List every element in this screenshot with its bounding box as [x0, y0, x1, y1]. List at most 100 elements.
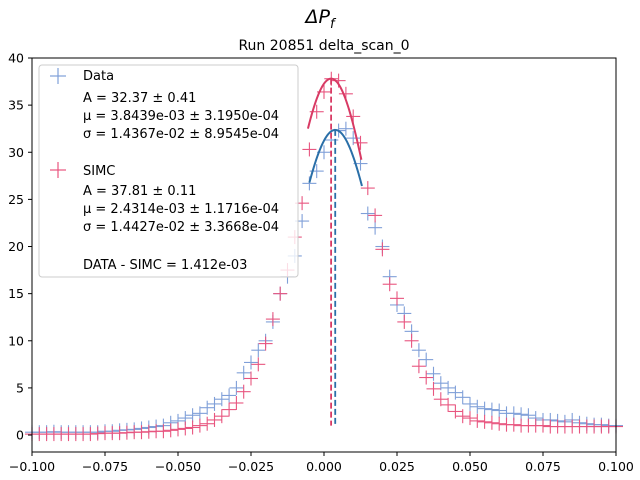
data-point — [455, 390, 470, 405]
data-point — [477, 401, 492, 416]
data-point — [163, 423, 178, 438]
legend: Data A = 32.37 ± 0.41 μ = 3.8439e-03 ± 3… — [38, 64, 299, 278]
x-tick-label: 0.000 — [306, 459, 342, 474]
y-tick-label: 25 — [8, 192, 24, 207]
data-point — [273, 286, 288, 301]
data-point — [251, 357, 266, 372]
legend-data-marker — [50, 68, 66, 84]
plot-area — [25, 71, 623, 442]
data-point — [390, 291, 404, 306]
data-point — [171, 422, 185, 437]
data-point — [455, 409, 470, 424]
x-tick-label: 0.100 — [598, 459, 634, 474]
x-tick-label: −0.100 — [9, 459, 55, 474]
data-point — [492, 416, 507, 431]
y-tick-label: 5 — [16, 380, 24, 395]
x-tick-label: 0.075 — [525, 459, 561, 474]
data-point — [229, 380, 244, 395]
data-point — [360, 181, 375, 196]
data-point — [441, 380, 456, 395]
data-point — [404, 333, 419, 348]
simc-fit-mean: μ = 2.4314e-03 ± 1.1716e-04 — [83, 202, 279, 217]
legend-entry-data: Data — [83, 69, 114, 84]
x-tick-label: 0.050 — [452, 459, 488, 474]
x-axis: −0.100 −0.075 −0.050 −0.025 0.000 0.025 0.050 0… — [9, 452, 634, 474]
data-point — [200, 416, 215, 431]
data-point — [360, 206, 375, 221]
data-point — [229, 395, 244, 410]
data-point — [441, 397, 456, 412]
x-tick-label: 0.025 — [379, 459, 415, 474]
data-point — [506, 417, 521, 432]
data-point — [214, 392, 229, 407]
data-point — [411, 343, 426, 358]
data-point — [156, 424, 171, 439]
data-point — [178, 421, 193, 436]
data-point — [265, 312, 280, 327]
data-point — [368, 208, 383, 223]
data-fit-mean: μ = 3.8439e-03 ± 3.1950e-04 — [83, 109, 279, 124]
x-tick-label: −0.050 — [155, 459, 201, 474]
legend-box — [38, 64, 299, 278]
data-point — [214, 409, 229, 424]
y-tick-label: 35 — [8, 98, 24, 113]
chart-title: Run 20851 delta_scan_0 — [238, 38, 409, 54]
legend-entry-simc: SIMC — [83, 164, 115, 179]
data-point — [470, 413, 485, 428]
data-point — [244, 371, 258, 386]
data-point — [463, 411, 477, 426]
data-point — [244, 355, 258, 370]
data-point — [236, 365, 251, 380]
data-point — [470, 399, 485, 414]
data-point — [375, 242, 390, 257]
data-point — [207, 412, 222, 427]
simc-fit-sigma: σ = 1.4427e-02 ± 3.3668e-04 — [83, 220, 279, 235]
data-point — [200, 400, 215, 415]
y-tick-label: 15 — [8, 286, 24, 301]
data-point — [368, 220, 383, 235]
data-simc-difference: DATA - SIMC = 1.412e-03 — [83, 258, 247, 273]
data-point — [433, 392, 448, 407]
data-point — [302, 176, 317, 191]
data-point — [411, 359, 426, 374]
data-point — [382, 277, 397, 292]
data-point — [492, 403, 507, 418]
data-point — [236, 384, 251, 399]
data-point — [222, 388, 237, 403]
data-point — [448, 385, 463, 400]
y-tick-label: 10 — [8, 333, 24, 348]
x-tick-label: −0.075 — [82, 459, 128, 474]
legend-simc-marker — [50, 162, 66, 178]
data-fit-sigma: σ = 1.4367e-02 ± 8.9545e-04 — [83, 127, 279, 142]
x-tick-label: −0.025 — [228, 459, 274, 474]
data-point — [448, 404, 463, 419]
y-axis: 0 5 10 15 20 25 30 35 40 — [8, 51, 32, 443]
data-point — [207, 396, 222, 411]
y-tick-label: 0 — [16, 428, 24, 443]
fit-curve-simc — [306, 77, 363, 160]
data-point — [192, 406, 207, 421]
simc-fit-amplitude: A = 37.81 ± 0.11 — [83, 184, 196, 199]
data-point — [426, 381, 441, 396]
data-point — [419, 370, 434, 385]
data-point — [302, 142, 317, 157]
data-fit-amplitude: A = 32.37 ± 0.41 — [83, 91, 196, 106]
data-point — [463, 396, 477, 411]
suptitle-sub: f — [330, 17, 337, 32]
data-point — [536, 418, 550, 433]
data-point — [477, 414, 492, 429]
chart-suptitle: ΔPf — [303, 6, 336, 32]
data-point — [353, 135, 368, 150]
data-point — [484, 402, 499, 417]
data-point — [222, 402, 237, 417]
data-point — [192, 418, 207, 433]
y-tick-label: 20 — [8, 239, 24, 254]
data-point — [258, 336, 273, 351]
data-point — [426, 366, 441, 381]
suptitle-main: ΔP — [303, 6, 330, 28]
y-tick-label: 40 — [8, 51, 24, 66]
data-point — [346, 131, 361, 146]
data-point — [397, 314, 412, 329]
data-point — [484, 415, 499, 430]
